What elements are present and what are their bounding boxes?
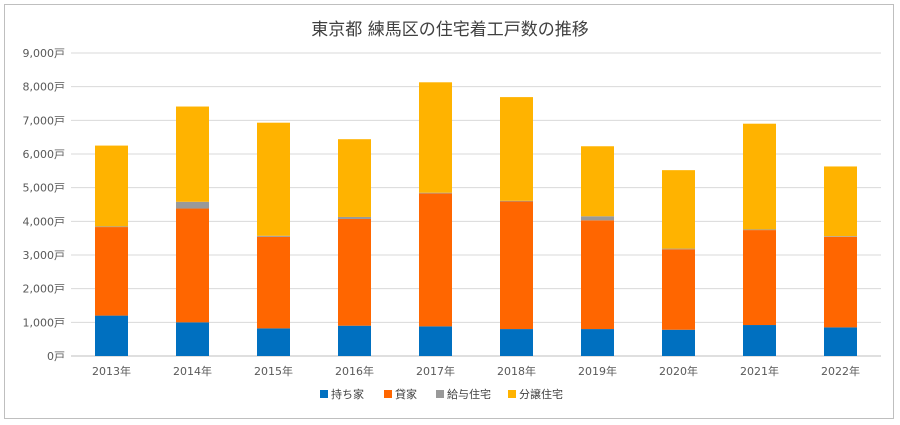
y-tick-label: 8,000戸 — [23, 81, 66, 94]
x-axis-ticks: 2013年 2014年 2015年 2016年 2017年 2018年 2019年 2020年… — [92, 364, 860, 378]
bar-segment — [419, 82, 452, 193]
bar-segment — [662, 248, 695, 250]
bar-segment — [95, 227, 128, 316]
bar-segment — [743, 230, 776, 326]
bar-segment — [581, 220, 614, 330]
x-tick-label: 2022年 — [821, 364, 860, 378]
bar-segment — [824, 236, 857, 237]
bar-segment — [257, 328, 290, 356]
bar-segment — [419, 193, 452, 327]
y-tick-label: 6,000戸 — [23, 148, 66, 161]
bars — [95, 82, 857, 356]
y-tick-label: 7,000戸 — [23, 114, 66, 127]
bar-segment — [500, 329, 533, 356]
y-tick-label: 0戸 — [47, 350, 65, 363]
bar-segment — [95, 226, 128, 228]
bar-segment — [824, 166, 857, 237]
bar-segment — [581, 329, 614, 356]
x-tick-label: 2019年 — [578, 364, 617, 378]
bar-segment — [338, 325, 371, 356]
chart-frame: 東京都 練馬区の住宅着工戸数の推移 0戸 1,000戸 2,000戸 3,000戸 4,… — [4, 4, 894, 419]
bar-segment — [257, 122, 290, 236]
bar-segment — [662, 329, 695, 356]
bar-segment — [338, 216, 371, 219]
bar-segment — [419, 326, 452, 356]
legend-label: 給与住宅 — [447, 387, 491, 401]
bar-segment — [581, 216, 614, 221]
bar-segment — [824, 236, 857, 328]
bar-segment — [500, 201, 533, 330]
legend: 持ち家 貸家 給与住宅 分譲住宅 — [320, 387, 563, 401]
bar-segment — [257, 235, 290, 237]
legend-swatch — [436, 390, 444, 398]
bar-segment — [581, 146, 614, 217]
y-tick-label: 2,000戸 — [23, 283, 66, 296]
bar-segment — [743, 229, 776, 231]
y-axis-ticks: 0戸 1,000戸 2,000戸 3,000戸 4,000戸 5,000戸 6,000戸 7,… — [23, 47, 66, 363]
bar-segment — [338, 218, 371, 326]
bar-segment — [824, 327, 857, 356]
x-tick-label: 2017年 — [416, 364, 455, 378]
legend-swatch — [320, 390, 328, 398]
legend-label: 分譲住宅 — [519, 387, 563, 401]
x-tick-label: 2014年 — [173, 364, 212, 378]
chart-title: 東京都 練馬区の住宅着工戸数の推移 — [311, 20, 588, 40]
x-tick-label: 2015年 — [254, 364, 293, 378]
bar-segment — [95, 145, 128, 227]
bar-segment — [95, 315, 128, 356]
stacked-bar-chart: 東京都 練馬区の住宅着工戸数の推移 0戸 1,000戸 2,000戸 3,000戸 4,… — [23, 20, 881, 401]
bar-segment — [743, 325, 776, 356]
bar-segment — [338, 139, 371, 217]
y-tick-label: 9,000戸 — [23, 47, 66, 60]
x-tick-label: 2018年 — [497, 364, 536, 378]
x-tick-label: 2016年 — [335, 364, 374, 378]
y-tick-label: 4,000戸 — [23, 215, 66, 228]
y-tick-label: 1,000戸 — [23, 316, 66, 329]
x-tick-label: 2020年 — [659, 364, 698, 378]
legend-swatch — [508, 390, 516, 398]
bar-segment — [743, 123, 776, 230]
bar-segment — [500, 200, 533, 202]
bar-segment — [176, 322, 209, 356]
legend-label: 貸家 — [395, 387, 417, 401]
bar-segment — [662, 170, 695, 249]
y-tick-label: 3,000戸 — [23, 249, 66, 262]
bar-segment — [176, 208, 209, 323]
bar-segment — [176, 201, 209, 209]
legend-label: 持ち家 — [331, 387, 364, 401]
bar-segment — [257, 236, 290, 329]
legend-swatch — [384, 390, 392, 398]
bar-segment — [419, 192, 452, 194]
bar-segment — [662, 249, 695, 330]
x-tick-label: 2021年 — [740, 364, 779, 378]
bar-segment — [176, 106, 209, 202]
y-tick-label: 5,000戸 — [23, 182, 66, 195]
bar-segment — [500, 97, 533, 201]
x-tick-label: 2013年 — [92, 364, 131, 378]
